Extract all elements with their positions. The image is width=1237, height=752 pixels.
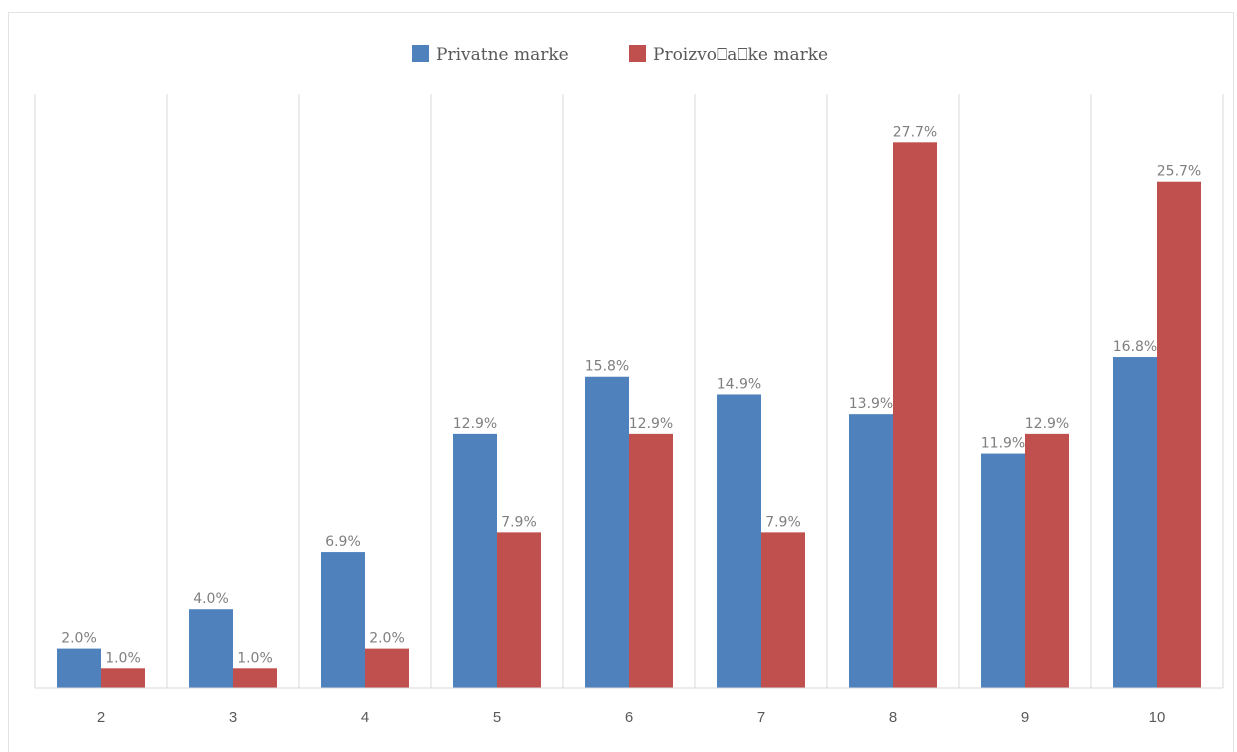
bar-privatne-marke: [717, 394, 761, 688]
x-tick-label: 10: [1149, 709, 1166, 726]
bar-privatne-marke: [453, 433, 497, 688]
bar-privatne-marke: [585, 376, 629, 688]
bar-privatne-marke: [321, 552, 365, 688]
data-label-privatne: 13.9%: [849, 396, 893, 412]
bar-proizvodjacke-marke: [497, 532, 541, 688]
data-label-privatne: 15.8%: [585, 359, 629, 375]
bar-privatne-marke: [981, 453, 1025, 688]
bar-proizvodjacke-marke: [365, 648, 409, 688]
bar-privatne-marke: [189, 609, 233, 688]
data-label-privatne: 11.9%: [981, 436, 1025, 452]
data-label-proizvodjacke: 1.0%: [237, 650, 273, 666]
data-label-proizvodjacke: 25.7%: [1157, 164, 1201, 180]
data-label-proizvodjacke: 12.9%: [1025, 416, 1069, 432]
x-tick-label: 5: [493, 709, 501, 726]
legend-swatch-privatne: [412, 45, 429, 62]
bar-privatne-marke: [849, 414, 893, 688]
legend-swatch-proizvodjacke: [629, 45, 646, 62]
bar-proizvodjacke-marke: [233, 668, 277, 688]
data-label-proizvodjacke: 7.9%: [501, 514, 537, 530]
x-tick-label: 4: [361, 709, 369, 726]
data-label-proizvodjacke: 7.9%: [765, 514, 801, 530]
bar-proizvodjacke-marke: [101, 668, 145, 688]
x-tick-label: 6: [625, 709, 633, 726]
data-label-privatne: 4.0%: [193, 591, 229, 607]
legend-label-proizvodjacke: Proizvo⎕a⎕ke marke: [653, 45, 828, 65]
data-labels: 2.0% 1.0% 4.0% 1.0% 6.9% 2.0% 12.9% 7.9% 15.8% 12…: [61, 124, 1201, 666]
x-axis-ticks: 2 3 4 5 6 7 8 9 10: [97, 709, 1166, 726]
data-label-proizvodjacke: 27.7%: [893, 124, 937, 140]
legend: Privatne marke Proizvo⎕a⎕ke marke: [412, 45, 828, 65]
bars: [57, 142, 1201, 688]
data-label-proizvodjacke: 12.9%: [629, 416, 673, 432]
bar-proizvodjacke-marke: [1157, 181, 1201, 688]
bar-proizvodjacke-marke: [1025, 433, 1069, 688]
x-tick-label: 3: [229, 709, 237, 726]
gridlines: [34, 94, 1224, 688]
legend-label-privatne: Privatne marke: [436, 45, 569, 65]
bar-proizvodjacke-marke: [761, 532, 805, 688]
data-label-proizvodjacke: 1.0%: [105, 650, 141, 666]
x-tick-label: 2: [97, 709, 105, 726]
x-tick-label: 9: [1021, 709, 1029, 726]
data-label-privatne: 16.8%: [1113, 339, 1157, 355]
bar-privatne-marke: [1113, 357, 1157, 688]
data-label-privatne: 12.9%: [453, 416, 497, 432]
data-label-privatne: 2.0%: [61, 631, 97, 647]
x-tick-label: 8: [889, 709, 897, 726]
data-label-proizvodjacke: 2.0%: [369, 631, 405, 647]
data-label-privatne: 6.9%: [325, 534, 361, 550]
bar-proizvodjacke-marke: [893, 142, 937, 688]
bar-proizvodjacke-marke: [629, 433, 673, 688]
bar-privatne-marke: [57, 648, 101, 688]
x-tick-label: 7: [757, 709, 765, 726]
data-label-privatne: 14.9%: [717, 376, 761, 392]
